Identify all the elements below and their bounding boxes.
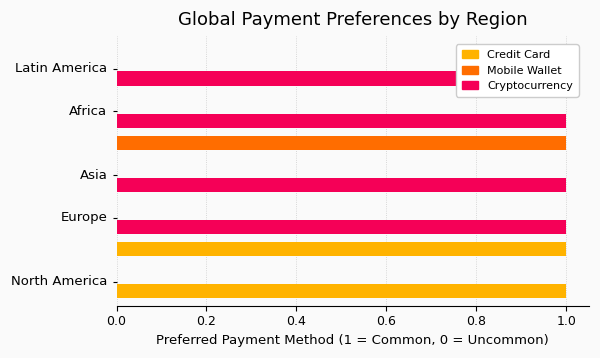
X-axis label: Preferred Payment Method (1 = Common, 0 = Uncommon): Preferred Payment Method (1 = Common, 0 … — [157, 334, 549, 347]
Bar — [116, 220, 566, 234]
Bar — [116, 136, 566, 150]
Title: Global Payment Preferences by Region: Global Payment Preferences by Region — [178, 11, 527, 29]
Bar — [116, 178, 566, 192]
Bar — [116, 242, 566, 256]
Bar — [116, 113, 566, 128]
Bar — [116, 71, 566, 86]
Legend: Credit Card, Mobile Wallet, Cryptocurrency: Credit Card, Mobile Wallet, Cryptocurren… — [456, 44, 578, 97]
Bar — [116, 284, 566, 299]
